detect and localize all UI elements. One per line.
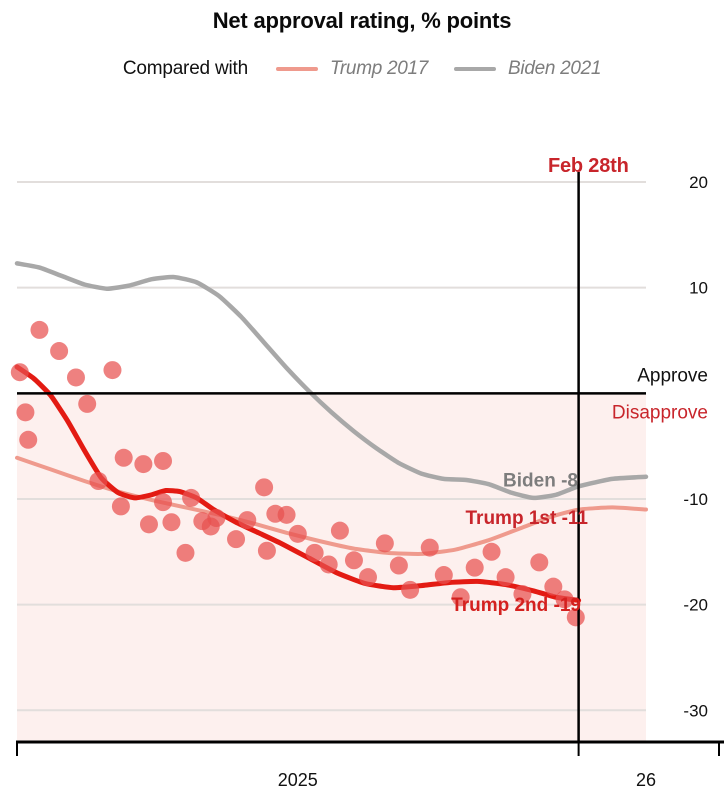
axis-lines-and-ticks: [16, 740, 724, 756]
annotation-biden-end-label: Biden -8: [503, 470, 578, 491]
x-tick-label: 2025: [278, 770, 318, 790]
y-tick-label: -10: [683, 490, 708, 509]
x-tick-label: 26: [636, 770, 656, 790]
annotation-event-marker: Feb 28th: [548, 155, 629, 177]
legend-label-biden-2021: Biden 2021: [508, 58, 602, 79]
y-tick-label: -20: [683, 596, 708, 615]
annotation-disapprove-label: Disapprove: [612, 402, 708, 423]
annotation-trump-2nd-end-label: Trump 2nd -19: [451, 595, 581, 616]
y-tick-label: 20: [689, 173, 708, 192]
y-tick-label: 10: [689, 279, 708, 298]
line-swatch-trump-2017: [276, 67, 318, 71]
y-tick-label: -30: [683, 701, 708, 720]
poll-scatter-points: [10, 320, 585, 627]
x-axis-tick-labels: 2025 26: [278, 770, 656, 790]
y-axis-tick-labels: 20 10 -10 -20 -30: [683, 173, 708, 720]
chart-annotations: Feb 28th Approve Disapprove Biden -8 Trump 1…: [451, 155, 708, 616]
legend-item-biden-2021[interactable]: Biden 2021: [454, 58, 601, 80]
legend-intro-label: Compared with: [122, 58, 248, 79]
annotation-trump-1st-end-label: Trump 1st -11: [466, 508, 589, 529]
series-lines: [14, 261, 649, 603]
legend-label-trump-2017: Trump 2017: [330, 58, 429, 79]
legend-item-trump-2017[interactable]: Trump 2017: [276, 58, 428, 80]
annotation-approve-label: Approve: [637, 365, 708, 386]
chart-legend: Compared with Trump 2017 Biden 2021: [0, 58, 724, 80]
page-title: Net approval rating, % points: [212, 8, 512, 33]
line-swatch-biden-2021: [454, 67, 497, 71]
